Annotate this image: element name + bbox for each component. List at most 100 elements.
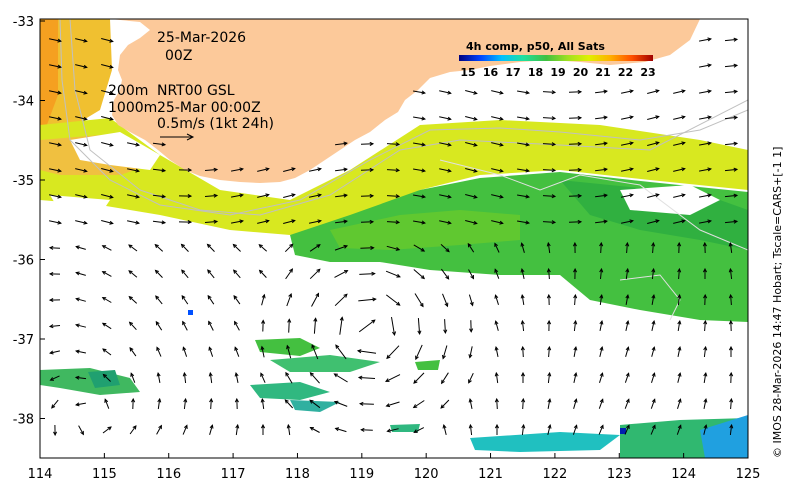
current-arrow xyxy=(491,220,504,225)
x-tick-label: 125 xyxy=(736,467,761,482)
current-arrow xyxy=(232,269,241,279)
current-arrow xyxy=(442,293,449,308)
current-arrow xyxy=(677,398,682,409)
current-arrow xyxy=(204,167,219,172)
current-arrow xyxy=(204,219,219,224)
current-arrow xyxy=(703,319,708,332)
current-arrow xyxy=(595,115,608,120)
current-arrow xyxy=(677,267,682,280)
current-arrow xyxy=(650,424,656,435)
current-arrow xyxy=(386,245,401,251)
current-arrow xyxy=(547,345,552,358)
current-arrow xyxy=(287,318,292,333)
current-arrow xyxy=(647,167,660,172)
y-tick-label: -37 xyxy=(13,333,34,348)
x-tick-label: 122 xyxy=(542,467,567,482)
current-arrow xyxy=(568,219,583,224)
current-arrow xyxy=(728,242,733,253)
current-arrow xyxy=(546,319,552,332)
current-arrow xyxy=(128,295,138,304)
x-tick-label: 120 xyxy=(414,467,439,482)
current-arrow xyxy=(521,397,526,410)
current-arrow xyxy=(494,423,500,435)
current-arrow xyxy=(360,219,375,224)
current-arrow xyxy=(703,372,708,383)
colorbar-tick-label: 18 xyxy=(528,66,543,79)
current-arrow xyxy=(547,424,552,436)
current-arrow xyxy=(699,141,712,146)
current-arrow xyxy=(131,397,136,410)
current-arrow xyxy=(182,371,187,384)
current-arrow xyxy=(48,271,61,277)
y-tick-label: -35 xyxy=(13,174,34,189)
current-arrow xyxy=(620,193,634,198)
current-arrow xyxy=(127,220,140,225)
current-arrow xyxy=(699,89,712,94)
current-arrow xyxy=(156,372,161,383)
current-arrow xyxy=(651,267,656,280)
current-arrow xyxy=(702,267,708,279)
current-arrow xyxy=(181,269,189,279)
y-axis: -33 -34 -35 -36 -37 -38 xyxy=(13,15,45,428)
current-arrow xyxy=(494,268,500,279)
current-arrow xyxy=(234,346,240,357)
colorbar-ticks: 15 16 17 18 19 20 21 22 23 xyxy=(460,66,655,79)
current-arrow xyxy=(257,167,270,172)
current-arrow xyxy=(573,293,578,306)
current-arrow xyxy=(494,371,499,384)
current-arrow xyxy=(494,346,499,357)
x-tick-label: 115 xyxy=(92,467,117,482)
current-arrow xyxy=(49,38,62,43)
current-arrow xyxy=(178,220,193,225)
current-arrow xyxy=(465,168,478,173)
current-arrow xyxy=(517,168,530,173)
current-arrow xyxy=(651,241,656,254)
current-arrow xyxy=(152,142,167,147)
current-arrow xyxy=(491,142,504,147)
current-arrow xyxy=(595,193,608,198)
current-arrow xyxy=(207,294,215,305)
current-arrow xyxy=(75,402,86,407)
current-arrow xyxy=(178,168,193,173)
current-arrow xyxy=(620,167,634,172)
current-arrow xyxy=(311,292,320,307)
sst-field xyxy=(40,19,748,458)
current-arrow xyxy=(127,168,140,173)
current-arrow xyxy=(647,141,660,146)
current-arrow xyxy=(285,268,294,280)
current-arrow xyxy=(625,346,630,357)
current-arrow xyxy=(520,242,525,253)
current-arrow xyxy=(234,397,239,410)
current-arrow xyxy=(309,268,321,280)
contour-label: 1000m xyxy=(108,100,157,116)
current-arrow xyxy=(491,194,504,199)
current-arrow xyxy=(156,346,162,357)
current-arrow xyxy=(415,344,423,361)
current-arrow xyxy=(517,116,530,121)
current-arrow xyxy=(152,168,167,173)
current-arrow xyxy=(677,372,682,383)
current-arrow xyxy=(599,346,604,358)
current-arrow xyxy=(647,193,660,198)
current-arrow xyxy=(360,167,375,172)
product-label: NRT00 GSL xyxy=(157,83,235,99)
current-arrow xyxy=(413,168,426,173)
current-arrow xyxy=(703,398,708,409)
current-arrow xyxy=(673,167,686,172)
current-arrow xyxy=(568,193,583,198)
current-arrow xyxy=(360,193,375,198)
current-arrow xyxy=(360,427,373,432)
current-arrow xyxy=(155,320,163,331)
x-tick-label: 121 xyxy=(478,467,503,482)
current-arrow xyxy=(101,194,114,199)
current-arrow xyxy=(568,115,583,120)
current-arrow xyxy=(650,398,656,409)
x-tick-label: 119 xyxy=(349,467,374,482)
current-arrow xyxy=(152,220,167,225)
current-arrow xyxy=(308,193,322,198)
current-arrow xyxy=(468,294,474,307)
current-arrow xyxy=(573,319,578,332)
current-arrow xyxy=(677,320,682,331)
current-arrow xyxy=(231,167,244,172)
current-arrow xyxy=(101,322,112,330)
